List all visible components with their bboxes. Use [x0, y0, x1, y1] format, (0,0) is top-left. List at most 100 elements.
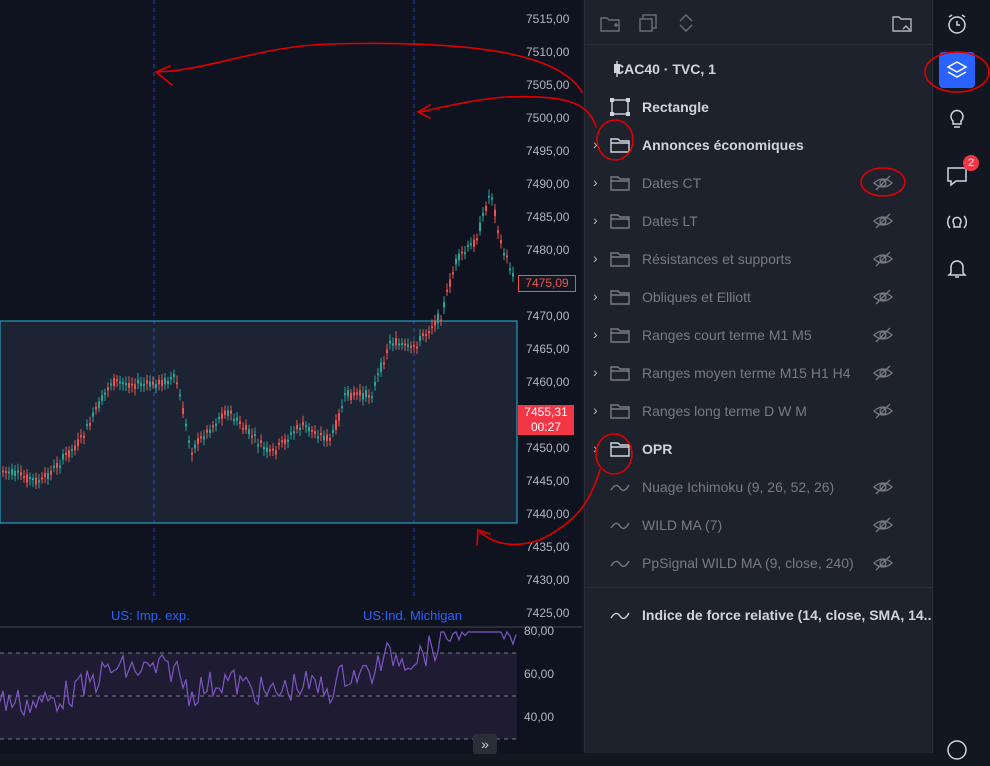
hidden-eye-icon[interactable] [872, 286, 894, 308]
rectangle-icon [609, 97, 631, 117]
object-tree-row[interactable]: › Ranges moyen terme M15 H1 H4 [585, 354, 933, 392]
price-scale-label: 7515,00 [526, 12, 570, 26]
price-chart[interactable]: 7515,00 7510,00 7505,00 7500,00 7495,00 7490,… [0, 0, 582, 754]
chevron-right-icon[interactable]: › [593, 288, 598, 304]
chat-button[interactable]: 2 [939, 155, 979, 194]
event-label-michigan[interactable]: US:Ind. Michigan [363, 608, 462, 623]
move-up-down-icon[interactable] [675, 12, 697, 34]
candle-body [8, 471, 10, 474]
candle-body [59, 465, 61, 468]
panel-divider [585, 587, 933, 588]
candle-body [383, 362, 385, 365]
price-scale-label: 7490,00 [526, 177, 570, 191]
chevron-right-icon[interactable]: › [593, 326, 598, 342]
object-tree-row-label: Dates LT [642, 213, 698, 229]
chevron-right-icon[interactable]: › [593, 402, 598, 418]
candle-body [29, 477, 31, 480]
object-tree-row[interactable]: PpSignal WILD MA (9, close, 240) [585, 544, 933, 582]
chevron-right-icon[interactable]: › [593, 136, 598, 152]
candle-body [260, 440, 262, 444]
candle-body [32, 478, 34, 481]
candle-body [443, 302, 445, 308]
object-tree-row[interactable]: Nuage Ichimoku (9, 26, 52, 26) [585, 468, 933, 506]
candle-body [86, 423, 88, 426]
help-button[interactable] [939, 730, 975, 766]
alarm-clock-button[interactable] [939, 6, 975, 42]
object-tree-row-label: Ranges court terme M1 M5 [642, 327, 812, 343]
candle-body [482, 212, 484, 216]
candle-body [236, 417, 238, 421]
object-tree-button[interactable] [939, 52, 975, 88]
hidden-eye-icon[interactable] [872, 172, 894, 194]
chevron-right-icon[interactable]: › [593, 250, 598, 266]
object-tree-row[interactable]: › Résistances et supports [585, 240, 933, 278]
candle-body [263, 446, 265, 450]
object-tree-row[interactable]: › Ranges long terme D W M [585, 392, 933, 430]
candle-body [293, 431, 295, 434]
chevron-right-icon[interactable]: › [593, 174, 598, 190]
rsi-indicator-row[interactable]: Indice de force relative (14, close, SMA… [585, 596, 936, 634]
hidden-eye-icon[interactable] [872, 476, 894, 498]
hidden-eye-icon[interactable] [872, 248, 894, 270]
hidden-eye-icon[interactable] [872, 210, 894, 232]
hidden-eye-icon[interactable] [872, 400, 894, 422]
object-tree-row[interactable]: › Dates CT [585, 164, 933, 202]
price-scale-label: 7450,00 [526, 441, 570, 455]
object-tree-row[interactable]: WILD MA (7) [585, 506, 933, 544]
candle-body [464, 252, 466, 255]
object-tree-row[interactable]: › Obliques et Elliott [585, 278, 933, 316]
candle-body [434, 320, 436, 326]
object-tree-row[interactable]: › Dates LT [585, 202, 933, 240]
collapse-pane-button[interactable]: » [473, 734, 497, 754]
event-label-imp-exp[interactable]: US: Imp. exp. [111, 608, 190, 623]
candle-body [116, 379, 118, 382]
object-tree-row-label: Annonces économiques [642, 137, 804, 153]
candle-body [494, 209, 496, 217]
hidden-eye-icon[interactable] [872, 514, 894, 536]
hidden-eye-icon[interactable] [872, 324, 894, 346]
candle-body [188, 440, 190, 443]
chevron-right-icon[interactable]: › [593, 440, 598, 456]
ideas-button[interactable] [939, 100, 975, 136]
candle-body [368, 395, 370, 398]
candle-body [152, 381, 154, 385]
clone-icon[interactable] [637, 12, 659, 34]
chevron-right-icon[interactable]: › [593, 212, 598, 228]
object-tree-row-label: Obliques et Elliott [642, 289, 751, 305]
object-tree-row[interactable]: Rectangle [585, 88, 933, 126]
signals-button[interactable] [939, 204, 975, 240]
candle-body [299, 427, 301, 430]
candle-body [452, 272, 454, 275]
chevron-right-icon[interactable]: › [593, 364, 598, 380]
candle-body [446, 289, 448, 292]
candle-body [332, 429, 334, 433]
alarm-clock-icon [948, 14, 966, 34]
candle-body [212, 425, 214, 428]
chart-canvas[interactable] [0, 0, 582, 753]
candle-body [401, 343, 403, 346]
object-tree-row-label: WILD MA (7) [642, 517, 723, 533]
folder-settings-icon[interactable] [891, 12, 913, 34]
new-folder-icon[interactable] [599, 12, 621, 34]
hidden-eye-icon[interactable] [872, 552, 894, 574]
candle-body [179, 394, 181, 397]
object-tree-row[interactable]: › Ranges court terme M1 M5 [585, 316, 933, 354]
price-scale-label: 7465,00 [526, 342, 570, 356]
candle-body [509, 268, 511, 271]
object-tree-row[interactable]: › Annonces économiques [585, 126, 933, 164]
price-scale-label: 7425,00 [526, 606, 570, 620]
candle-body [356, 392, 358, 395]
object-tree-row-label: Nuage Ichimoku (9, 26, 52, 26) [642, 479, 835, 495]
candle-body [344, 393, 346, 396]
hidden-eye-icon[interactable] [872, 362, 894, 384]
rsi-indicator-label: Indice de force relative (14, close, SMA… [642, 607, 936, 623]
candle-body [125, 383, 127, 386]
symbol-row[interactable]: CAC40 · TVC, 1 [585, 50, 933, 88]
candle-body [326, 434, 328, 441]
candle-body [341, 405, 343, 409]
object-tree-row[interactable]: › OPR [585, 430, 933, 468]
alerts-button[interactable] [939, 250, 975, 286]
folder-icon [609, 173, 631, 193]
rsi-line [0, 630, 517, 717]
range-rectangle[interactable] [0, 320, 518, 524]
